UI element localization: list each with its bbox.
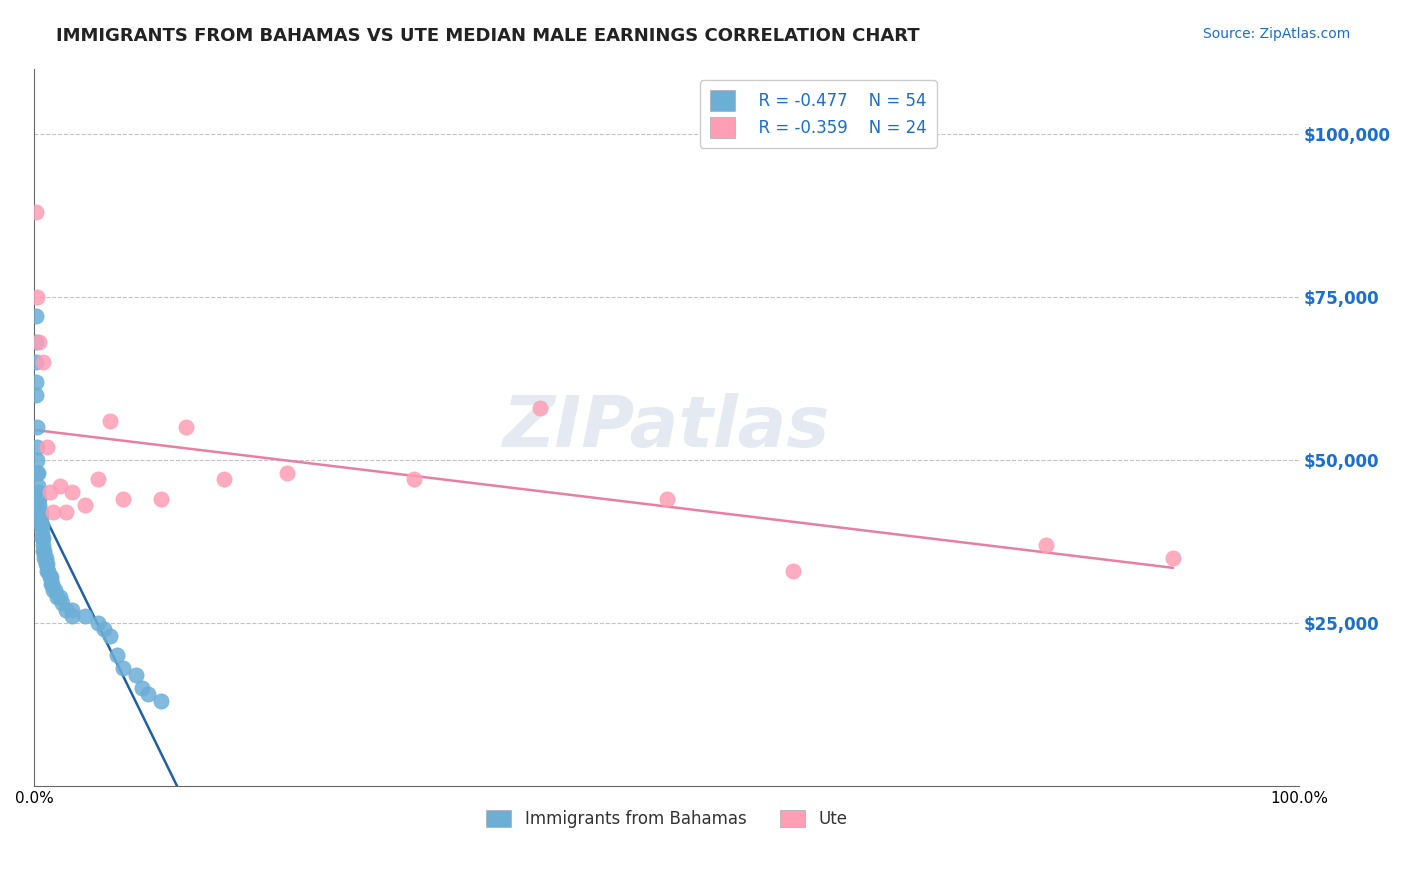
Point xyxy=(60,485,83,500)
Point xyxy=(98,629,121,643)
Point xyxy=(111,491,134,506)
Point xyxy=(35,550,58,565)
Point xyxy=(655,491,678,506)
Point xyxy=(24,310,46,324)
Point xyxy=(24,387,46,401)
Text: ZIPatlas: ZIPatlas xyxy=(503,392,831,462)
Point xyxy=(32,544,55,558)
Point xyxy=(105,648,128,663)
Point xyxy=(35,564,58,578)
Point xyxy=(51,596,73,610)
Point xyxy=(212,472,235,486)
Point xyxy=(73,609,96,624)
Point xyxy=(30,511,52,525)
Point xyxy=(32,355,55,369)
Point xyxy=(32,531,55,545)
Point xyxy=(149,491,172,506)
Text: IMMIGRANTS FROM BAHAMAS VS UTE MEDIAN MALE EARNINGS CORRELATION CHART: IMMIGRANTS FROM BAHAMAS VS UTE MEDIAN MA… xyxy=(56,27,920,45)
Point xyxy=(48,590,70,604)
Point xyxy=(98,414,121,428)
Point xyxy=(25,466,48,480)
Point xyxy=(31,518,53,533)
Point xyxy=(35,440,58,454)
Point xyxy=(46,590,69,604)
Point xyxy=(32,537,55,551)
Point xyxy=(25,420,48,434)
Point xyxy=(39,576,62,591)
Point xyxy=(30,518,52,533)
Point xyxy=(24,375,46,389)
Point xyxy=(86,615,108,630)
Point xyxy=(34,544,56,558)
Point xyxy=(41,576,63,591)
Point xyxy=(35,557,58,571)
Point xyxy=(28,335,51,350)
Point xyxy=(38,570,60,584)
Point xyxy=(276,466,298,480)
Point xyxy=(124,668,146,682)
Point xyxy=(38,485,60,500)
Point xyxy=(30,505,52,519)
Point xyxy=(131,681,153,695)
Point xyxy=(149,694,172,708)
Point xyxy=(73,499,96,513)
Point xyxy=(55,505,77,519)
Point xyxy=(25,290,48,304)
Point xyxy=(27,491,49,506)
Point xyxy=(44,583,66,598)
Point xyxy=(39,570,62,584)
Point xyxy=(402,472,425,486)
Point xyxy=(111,661,134,675)
Point xyxy=(27,485,49,500)
Point xyxy=(37,564,59,578)
Point xyxy=(28,505,51,519)
Point xyxy=(27,466,49,480)
Point xyxy=(55,603,77,617)
Point xyxy=(60,609,83,624)
Point xyxy=(42,505,65,519)
Point xyxy=(1035,537,1057,551)
Point xyxy=(42,583,65,598)
Point xyxy=(86,472,108,486)
Point xyxy=(31,524,53,539)
Point xyxy=(25,452,48,467)
Point xyxy=(24,205,46,219)
Point xyxy=(174,420,197,434)
Point xyxy=(93,622,115,636)
Point xyxy=(48,479,70,493)
Point xyxy=(34,550,56,565)
Legend: Immigrants from Bahamas, Ute: Immigrants from Bahamas, Ute xyxy=(479,804,853,835)
Point xyxy=(782,564,804,578)
Point xyxy=(60,603,83,617)
Point xyxy=(27,479,49,493)
Point xyxy=(24,335,46,350)
Point xyxy=(136,688,159,702)
Point xyxy=(28,499,51,513)
Point xyxy=(24,355,46,369)
Point xyxy=(1161,550,1184,565)
Text: Source: ZipAtlas.com: Source: ZipAtlas.com xyxy=(1202,27,1350,41)
Point xyxy=(31,531,53,545)
Point xyxy=(25,440,48,454)
Point xyxy=(35,557,58,571)
Point xyxy=(529,401,551,415)
Point xyxy=(28,491,51,506)
